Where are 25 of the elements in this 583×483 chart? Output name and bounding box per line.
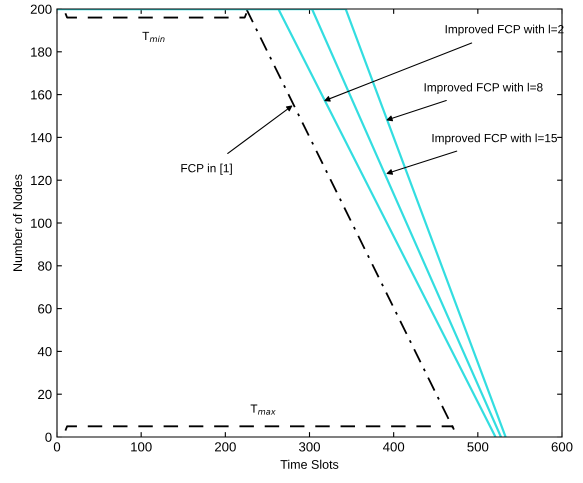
x-tick-label: 200 <box>214 442 236 452</box>
y-tick-label: 160 <box>31 90 52 100</box>
annotation: FCP in [1] <box>181 164 232 175</box>
y-tick-label: 140 <box>31 132 52 142</box>
annotation: Improved FCP with l=15 <box>432 134 557 145</box>
y-tick-label: 100 <box>31 218 52 228</box>
y-axis-title: Number of Nodes <box>12 174 22 271</box>
x-tick-label: 100 <box>131 442 152 452</box>
x-tick-label: 0 <box>54 442 60 452</box>
x-tick-label: 400 <box>382 442 404 452</box>
y-tick-label: 120 <box>31 176 52 186</box>
annotation: Improved FCP with l=8 <box>424 82 543 94</box>
annotation: T$_{min}$ <box>142 32 165 42</box>
y-tick-label: 0 <box>45 432 52 442</box>
y-tick-label: 80 <box>38 261 52 271</box>
y-tick-label: 200 <box>30 4 52 14</box>
x-tick-label: 300 <box>298 442 320 452</box>
y-tick-label: 60 <box>38 304 52 314</box>
annotation: T$_{max}$ <box>250 404 276 415</box>
x-tick-label: 500 <box>467 442 488 452</box>
y-tick-label: 40 <box>38 346 52 356</box>
y-tick-label: 20 <box>38 390 52 400</box>
x-axis-title: Time Slots <box>280 460 338 469</box>
y-tick-label: 180 <box>31 47 52 57</box>
x-tick-label: 600 <box>552 442 572 452</box>
